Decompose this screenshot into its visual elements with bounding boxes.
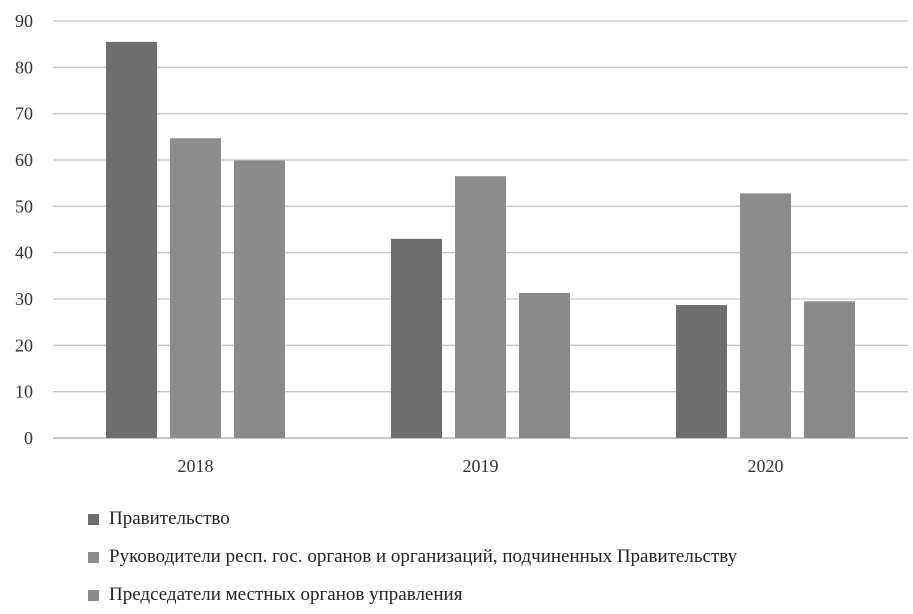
bar: [740, 193, 791, 438]
y-tick-label: 50: [15, 196, 33, 216]
x-tick-label: 2020: [748, 456, 784, 476]
bar: [676, 305, 727, 438]
y-tick-label: 90: [15, 11, 33, 31]
legend-item: Руководители респ. гос. органов и органи…: [88, 538, 737, 576]
bar: [106, 41, 157, 438]
legend-label: Председатели местных органов управления: [109, 584, 463, 605]
legend-swatch: [88, 589, 99, 601]
bars: [106, 41, 855, 439]
bar: [170, 138, 221, 438]
x-tick-label: 2018: [178, 456, 214, 476]
legend-label: Правительство: [109, 508, 230, 529]
y-tick-label: 80: [15, 57, 33, 77]
y-tick-label: 30: [15, 289, 33, 309]
legend: Правительство Руководители респ. гос. орг…: [88, 500, 737, 614]
legend-label: Руководители респ. гос. органов и органи…: [109, 546, 738, 567]
x-tick-label: 2019: [463, 456, 499, 476]
legend-swatch: [88, 551, 99, 563]
y-tick-label: 20: [15, 335, 33, 355]
bar-chart: 0 10 20 30 40 50 60 70 80 90 2018 2019 2020: [15, 11, 908, 476]
bar: [804, 301, 855, 438]
y-tick-label: 0: [24, 428, 33, 448]
y-tick-label: 70: [15, 104, 33, 124]
legend-swatch: [88, 513, 99, 525]
y-tick-label: 10: [15, 382, 33, 402]
legend-item: Председатели местных органов управления: [88, 576, 737, 614]
y-tick-label: 60: [15, 150, 33, 170]
x-axis: 2018 2019 2020: [178, 456, 784, 476]
bar: [234, 160, 285, 439]
bar: [519, 292, 570, 438]
bar: [455, 176, 506, 438]
legend-item: Правительство: [88, 500, 737, 538]
y-axis: 0 10 20 30 40 50 60 70 80 90: [15, 11, 33, 448]
y-tick-label: 40: [15, 243, 33, 263]
bar: [391, 238, 442, 438]
